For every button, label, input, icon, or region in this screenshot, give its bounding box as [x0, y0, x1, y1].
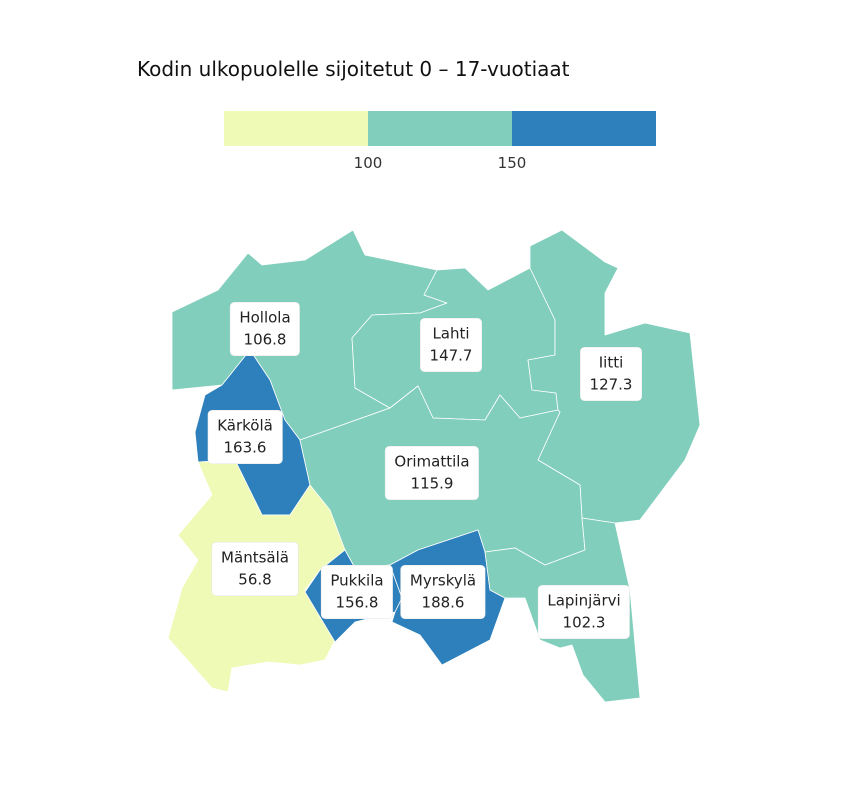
- region-value: 127.3: [589, 375, 633, 394]
- label-iitti: Iitti 127.3: [580, 347, 642, 401]
- region-name: Lahti: [432, 324, 470, 343]
- label-pukkila: Pukkila 156.8: [321, 565, 393, 619]
- legend-bin-low: [224, 111, 368, 146]
- region-name: Kärkölä: [217, 416, 273, 435]
- label-lapinjarvi: Lapinjärvi 102.3: [538, 585, 630, 639]
- legend-bin-mid: [368, 111, 512, 146]
- legend-tick-150: 150: [497, 154, 527, 172]
- region-name: Pukkila: [330, 571, 384, 590]
- region-name: Orimattila: [394, 452, 470, 471]
- color-legend: 100 150: [0, 0, 864, 200]
- legend-tick-100: 100: [353, 154, 383, 172]
- label-myrskyla: Myrskylä 188.6: [400, 565, 486, 619]
- region-name: Iitti: [598, 353, 624, 372]
- region-name: Myrskylä: [409, 571, 477, 590]
- legend-bin-high: [512, 111, 656, 146]
- region-value: 115.9: [410, 474, 454, 493]
- region-value: 156.8: [335, 593, 379, 612]
- region-name: Hollola: [239, 308, 291, 327]
- label-hollola: Hollola 106.8: [230, 302, 300, 356]
- label-lahti: Lahti 147.7: [420, 318, 482, 372]
- region-value: 56.8: [238, 570, 272, 589]
- region-value: 102.3: [562, 613, 606, 632]
- label-orimattila: Orimattila 115.9: [385, 446, 479, 500]
- region-value: 106.8: [243, 330, 287, 349]
- map-title: Kodin ulkopuolelle sijoitetut 0 – 17-vuo…: [137, 57, 570, 81]
- region-value: 188.6: [421, 593, 465, 612]
- region-value: 147.7: [429, 346, 473, 365]
- region-value: 163.6: [223, 438, 267, 457]
- region-name: Mäntsälä: [221, 548, 289, 567]
- label-mantsala: Mäntsälä 56.8: [212, 542, 298, 596]
- region-name: Lapinjärvi: [547, 591, 621, 610]
- label-karkola: Kärkölä 163.6: [208, 410, 282, 464]
